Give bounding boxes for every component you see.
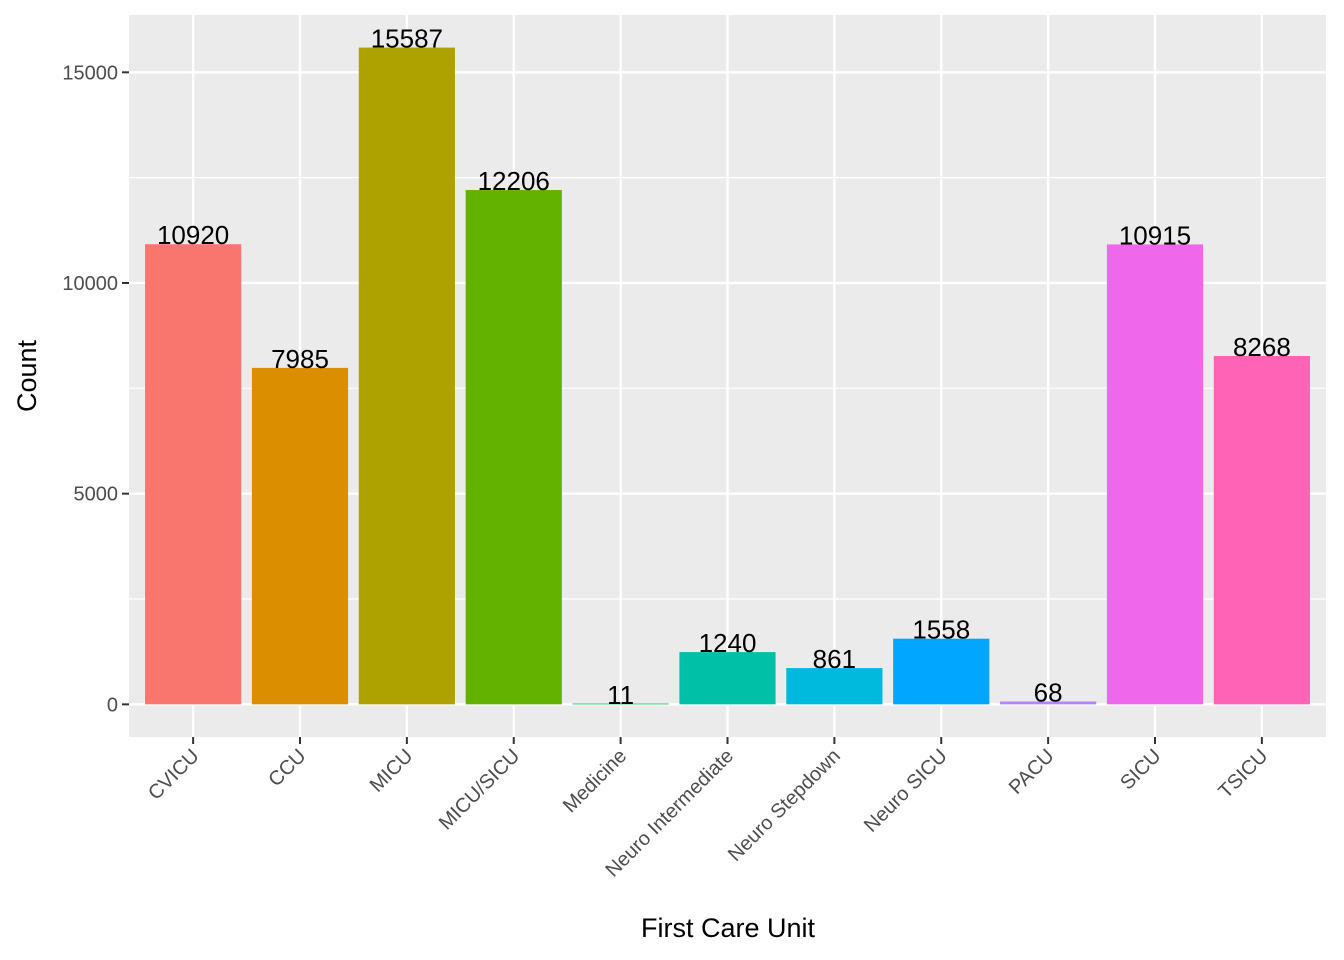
y-tick-label: 5000 bbox=[74, 484, 119, 506]
bar-value-label: 10920 bbox=[157, 220, 229, 250]
y-axis-title: Count bbox=[12, 339, 42, 412]
bar-value-label: 8268 bbox=[1233, 332, 1291, 362]
x-tick-label: Neuro Stepdown bbox=[724, 745, 845, 866]
bar-value-label: 861 bbox=[813, 644, 856, 674]
bar bbox=[145, 244, 242, 705]
bar-value-label: 1240 bbox=[699, 628, 757, 658]
y-tick-label: 10000 bbox=[62, 273, 118, 295]
bar-value-label: 7985 bbox=[271, 344, 329, 374]
bar-value-label: 12206 bbox=[478, 166, 550, 196]
y-tick-label: 15000 bbox=[62, 62, 118, 84]
bar bbox=[1213, 355, 1310, 705]
bar-value-label: 1558 bbox=[912, 615, 970, 645]
bar bbox=[786, 668, 883, 705]
bar-value-label: 15587 bbox=[371, 24, 443, 54]
x-tick-label: Neuro SICU bbox=[860, 745, 952, 837]
bar bbox=[893, 638, 990, 705]
x-tick-label: PACU bbox=[1005, 745, 1059, 799]
x-tick-label: SICU bbox=[1116, 745, 1165, 794]
x-tick-label: MICU/SICU bbox=[435, 745, 524, 834]
bar-value-label: 11 bbox=[607, 680, 634, 710]
x-tick-label: CCU bbox=[264, 745, 310, 791]
bar bbox=[1106, 244, 1204, 705]
y-axis: 0 5000 10000 15000 bbox=[62, 62, 129, 716]
bar bbox=[358, 47, 455, 705]
y-tick-label: 0 bbox=[107, 694, 118, 716]
bar bbox=[679, 652, 776, 705]
bars bbox=[145, 47, 1310, 705]
bar-labels: 10920 7985 15587 12206 11 1240 861 1558 68 10915 8… bbox=[157, 24, 1291, 710]
bar bbox=[572, 703, 669, 705]
x-tick-label: MICU bbox=[366, 745, 418, 797]
bar-value-label: 68 bbox=[1034, 677, 1063, 707]
x-tick-label: Medicine bbox=[559, 745, 631, 817]
bar-value-label: 10915 bbox=[1119, 220, 1191, 250]
x-axis-title: First Care Unit bbox=[641, 913, 816, 943]
x-tick-label: TSICU bbox=[1214, 745, 1272, 803]
bar bbox=[1000, 701, 1097, 705]
bar bbox=[251, 367, 349, 705]
x-tick-label: CVICU bbox=[144, 745, 204, 805]
bar bbox=[465, 190, 562, 705]
